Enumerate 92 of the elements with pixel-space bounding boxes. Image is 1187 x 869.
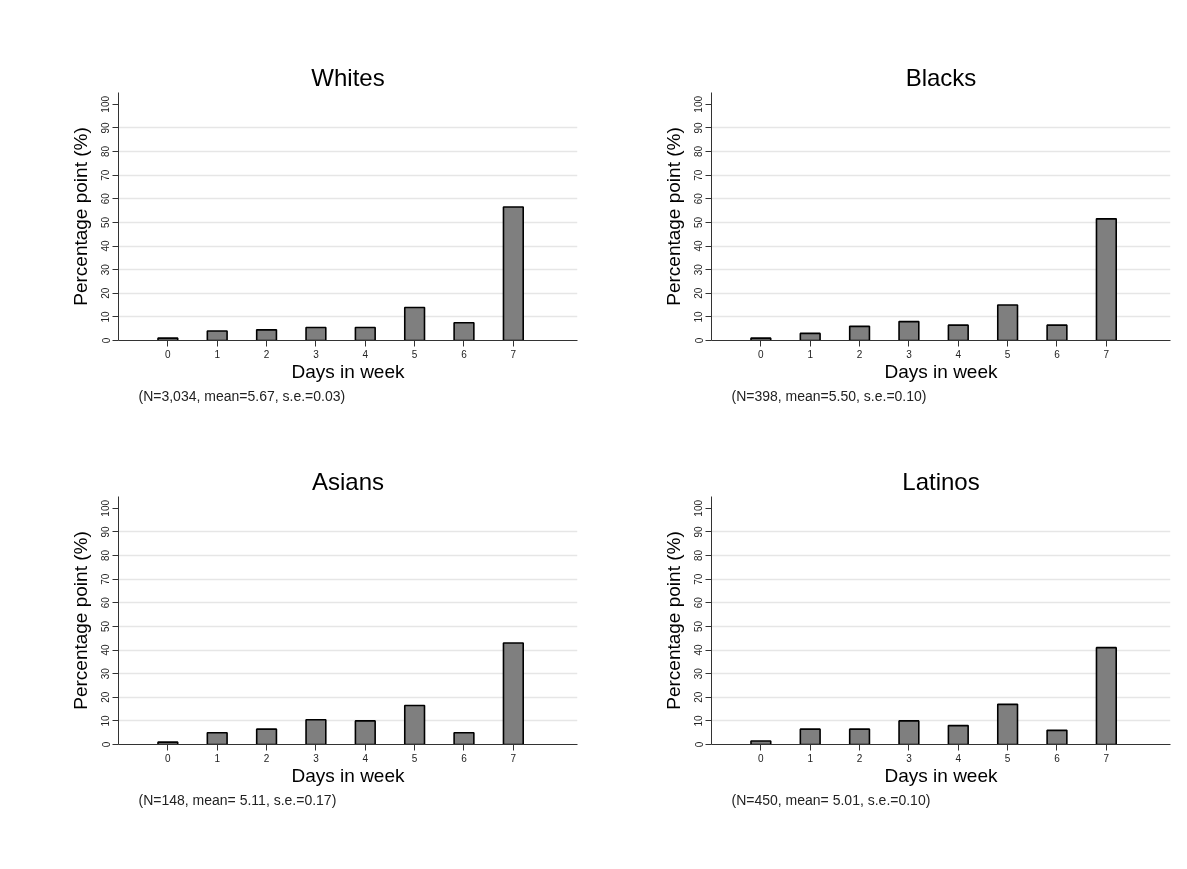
x-tick-label: 6 xyxy=(461,752,468,764)
x-tick-label: 6 xyxy=(1054,348,1061,360)
x-axis-title: Days in week xyxy=(291,360,405,382)
x-tick-label: 0 xyxy=(165,348,172,360)
y-tick-label: 30 xyxy=(100,263,112,276)
y-tick-label: 50 xyxy=(100,620,112,632)
y-tick-label: 80 xyxy=(693,145,705,158)
y-tick-label: 0 xyxy=(693,337,705,344)
y-tick-label: 100 xyxy=(100,499,112,517)
y-tick-label: 90 xyxy=(100,121,112,134)
chart-title: Blacks xyxy=(905,63,977,91)
y-tick-label: 90 xyxy=(100,525,112,538)
y-tick-label: 20 xyxy=(693,691,705,703)
x-tick-label: 0 xyxy=(758,752,765,764)
x-tick-label: 4 xyxy=(362,752,369,764)
x-tick-label: 5 xyxy=(411,348,418,360)
x-tick-label: 0 xyxy=(165,752,172,764)
x-tick-label: 0 xyxy=(758,348,765,360)
text: (N=148, mean= 5.11, s.e.=0.17) xyxy=(138,791,337,808)
y-tick-label: 50 xyxy=(693,620,705,632)
x-tick-label: 7 xyxy=(510,752,517,764)
y-tick-label: 30 xyxy=(100,667,112,680)
y-tick-label: 60 xyxy=(693,596,705,609)
text: (N=450, mean= 5.01, s.e.=0.10) xyxy=(731,791,931,808)
chart-title: Whites xyxy=(311,63,385,91)
y-tick-label: 20 xyxy=(693,287,705,299)
chart-title: Latinos xyxy=(902,467,980,495)
x-tick-label: 3 xyxy=(906,752,913,764)
y-tick-label: 20 xyxy=(100,691,112,703)
x-tick-label: 4 xyxy=(955,752,962,764)
y-tick-label: 40 xyxy=(100,644,112,656)
x-tick-label: 1 xyxy=(807,348,814,360)
y-tick-label: 50 xyxy=(693,216,705,228)
x-tick-label: 5 xyxy=(411,752,418,764)
x-tick-label: 7 xyxy=(1103,752,1110,764)
x-axis-title: Days in week xyxy=(291,764,405,786)
y-tick-label: 50 xyxy=(100,216,112,228)
y-tick-label: 80 xyxy=(100,145,112,158)
y-tick-label: 60 xyxy=(693,192,705,205)
y-axis-title: Percentage point (%) xyxy=(69,531,91,710)
x-tick-label: 1 xyxy=(214,752,221,764)
y-tick-label: 20 xyxy=(100,287,112,299)
y-tick-label: 60 xyxy=(100,192,112,205)
x-tick-label: 2 xyxy=(856,348,863,360)
y-tick-label: 90 xyxy=(693,121,705,134)
x-tick-label: 7 xyxy=(1103,348,1110,360)
x-tick-label: 7 xyxy=(510,348,517,360)
x-tick-label: 6 xyxy=(461,348,468,360)
chart-title: Asians xyxy=(311,467,385,495)
y-tick-label: 30 xyxy=(693,667,705,680)
y-tick-label: 10 xyxy=(100,714,112,727)
x-tick-label: 4 xyxy=(362,348,369,360)
x-tick-label: 3 xyxy=(313,752,320,764)
text: (N=3,034, mean=5.67, s.e.=0.03) xyxy=(138,387,346,404)
y-tick-label: 10 xyxy=(693,714,705,727)
y-tick-label: 90 xyxy=(693,525,705,538)
y-tick-label: 0 xyxy=(100,741,112,748)
y-tick-label: 10 xyxy=(100,310,112,323)
text: (N=398, mean=5.50, s.e.=0.10) xyxy=(731,387,927,404)
y-tick-label: 70 xyxy=(693,573,705,585)
y-tick-label: 40 xyxy=(100,240,112,252)
x-tick-label: 2 xyxy=(263,752,270,764)
x-tick-label: 3 xyxy=(906,348,913,360)
y-tick-label: 100 xyxy=(693,499,705,517)
y-tick-label: 0 xyxy=(100,337,112,344)
x-tick-label: 2 xyxy=(856,752,863,764)
y-tick-label: 80 xyxy=(100,549,112,562)
x-tick-label: 5 xyxy=(1004,752,1011,764)
x-tick-label: 5 xyxy=(1004,348,1011,360)
y-axis-title: Percentage point (%) xyxy=(69,127,91,306)
y-tick-label: 0 xyxy=(693,741,705,748)
y-tick-label: 70 xyxy=(100,573,112,585)
y-tick-label: 100 xyxy=(100,95,112,113)
x-tick-label: 4 xyxy=(955,348,962,360)
y-tick-label: 10 xyxy=(693,310,705,323)
x-tick-label: 1 xyxy=(807,752,814,764)
x-axis-title: Days in week xyxy=(884,764,998,786)
y-tick-label: 40 xyxy=(693,240,705,252)
x-tick-label: 6 xyxy=(1054,752,1061,764)
y-tick-label: 80 xyxy=(693,549,705,562)
y-tick-label: 40 xyxy=(693,644,705,656)
y-tick-label: 100 xyxy=(693,95,705,113)
x-axis-title: Days in week xyxy=(884,360,998,382)
y-tick-label: 70 xyxy=(693,169,705,181)
x-tick-label: 3 xyxy=(313,348,320,360)
y-tick-label: 70 xyxy=(100,169,112,181)
y-axis-title: Percentage point (%) xyxy=(662,531,684,710)
y-tick-label: 60 xyxy=(100,596,112,609)
y-tick-label: 30 xyxy=(693,263,705,276)
x-tick-label: 2 xyxy=(263,348,270,360)
x-tick-label: 1 xyxy=(214,348,221,360)
y-axis-title: Percentage point (%) xyxy=(662,127,684,306)
